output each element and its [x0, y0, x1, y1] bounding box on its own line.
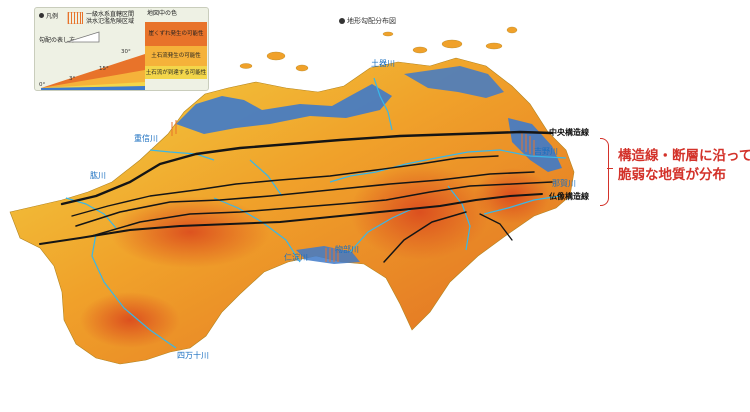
fault-5 — [383, 211, 467, 263]
slope-label: 勾配の表し方 — [39, 37, 76, 44]
slope-bands: 崖くずれ発生の可能性 土石流発生の可能性 土石流が到達する可能性 — [145, 22, 207, 88]
river-misc-2 — [249, 159, 283, 197]
label-naka-river: 那賀川 — [552, 179, 576, 188]
label-monobe-river: 物部川 — [335, 245, 359, 254]
band-debris-flow: 土石流発生の可能性 — [145, 46, 207, 66]
callout-line-1: 構造線・断層に沿って — [618, 148, 750, 164]
tectonic-lines — [39, 130, 554, 263]
fault-3 — [71, 155, 499, 217]
small-islands — [239, 26, 518, 72]
flat-zone-north — [176, 84, 392, 134]
butsuzo-tectonic-line — [39, 193, 543, 245]
river-misc-1 — [447, 185, 471, 251]
label-butsuzo-tectonic-line: 仏像構造線 — [549, 192, 589, 201]
river-shimanto — [91, 233, 177, 349]
label-shigenobu-river: 重信川 — [134, 134, 158, 143]
map-title: 地形勾配分布図 — [339, 18, 396, 25]
slope-fan-icon — [41, 54, 145, 90]
fault-2 — [91, 181, 553, 237]
band-landslide: 崖くずれ発生の可能性 — [145, 22, 207, 46]
flat-zone-kochi — [296, 246, 360, 264]
legend-heading: 凡例 — [39, 11, 58, 20]
label-median-tectonic-line: 中央構造線 — [549, 128, 589, 137]
fault-4 — [479, 213, 513, 241]
slope-diagram-icon — [66, 31, 100, 43]
hatch-label-2: 洪水氾濫危険区域 — [86, 18, 135, 25]
hatch-label-1: 一級水系直轄区間 — [86, 11, 135, 18]
color-heading: 地図中の色 — [147, 10, 178, 17]
degree-0: 0° — [39, 82, 46, 88]
degree-3: 3° — [69, 76, 76, 82]
hatch-swatch — [67, 12, 83, 24]
legend: 凡例 一級水系直轄区間 洪水氾濫危険区域 地図中の色 勾配の表し方 30° 15… — [34, 7, 209, 91]
river-doki — [373, 77, 393, 131]
label-doki-river: 土器川 — [371, 59, 395, 68]
river-shigenobu — [149, 149, 215, 161]
river-monobe — [349, 207, 415, 253]
callout-brace — [600, 138, 609, 206]
callout-line-2: 脆弱な地質が分布 — [618, 167, 726, 183]
band-debris-reach: 土石流が到達する可能性 — [145, 66, 207, 79]
callout-brace-tip — [607, 168, 613, 169]
label-yoshino-river: 吉野川 — [534, 147, 558, 156]
legend-hatch-item: 一級水系直轄区間 洪水氾濫危険区域 — [67, 11, 134, 25]
label-hiji-river: 肱川 — [90, 171, 106, 180]
river-yoshino — [329, 149, 567, 183]
median-tectonic-line — [60, 130, 554, 206]
label-shimanto-river: 四万十川 — [177, 351, 209, 360]
flood-risk-hatch — [171, 120, 535, 262]
title-bullet-icon — [339, 18, 345, 24]
callout-text: 構造線・断層に沿って 脆弱な地質が分布 — [618, 147, 750, 185]
flat-zone-kagawa — [404, 66, 504, 98]
fault-1 — [75, 171, 535, 227]
degree-30: 30° — [121, 49, 131, 55]
river-naka — [483, 195, 561, 215]
degree-15: 15° — [99, 66, 109, 72]
steep-zone-west — [110, 196, 270, 268]
bullet-icon — [39, 13, 44, 18]
steep-zone-southwest — [80, 292, 180, 348]
label-niyodo-river: 仁淀川 — [284, 253, 308, 262]
